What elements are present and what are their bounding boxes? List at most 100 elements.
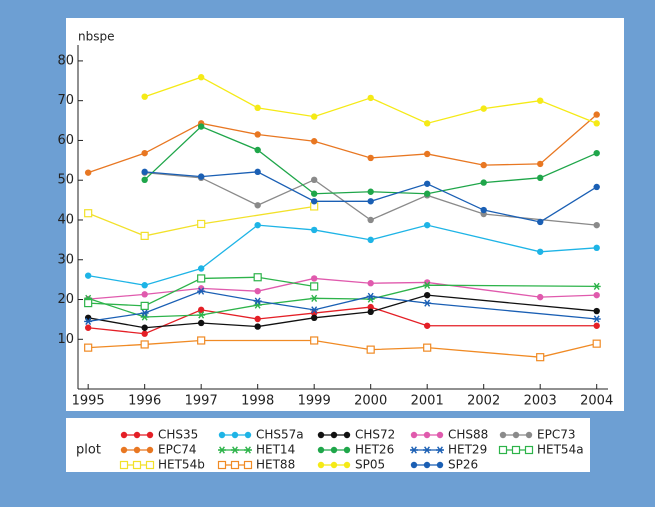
y-tick-label: 60 (57, 133, 74, 148)
legend-marker (423, 461, 431, 469)
y-tick-label: 10 (57, 332, 74, 347)
dot-marker (310, 190, 318, 197)
dot-marker (423, 322, 431, 329)
y-tick-label: 40 (57, 212, 74, 227)
legend-marker (343, 461, 351, 469)
dot-marker (593, 111, 600, 118)
y-tick-label: 80 (57, 53, 74, 68)
dot-marker (593, 244, 600, 252)
dot-marker (310, 176, 318, 184)
star-marker (592, 282, 601, 291)
square-marker (84, 343, 93, 352)
star-marker (253, 297, 262, 305)
star-marker (140, 309, 149, 317)
series-line (87, 114, 598, 174)
dot-marker (197, 123, 205, 130)
legend-label: HET54b (158, 458, 205, 472)
dot-marker (536, 218, 544, 226)
legend-marker (410, 431, 418, 439)
legend-label: HET26 (355, 443, 394, 457)
dot-marker (141, 93, 148, 100)
x-tick-label: 2002 (467, 394, 500, 409)
dot-marker (593, 307, 600, 315)
dot-marker (310, 113, 318, 120)
dot-marker (254, 315, 261, 323)
legend-marker (436, 446, 444, 454)
star-marker (423, 299, 432, 307)
y-tick-label: 20 (57, 292, 74, 307)
legend-marker (231, 431, 239, 439)
dot-marker (254, 104, 261, 112)
star-marker (366, 292, 375, 300)
legend-marker (343, 431, 351, 439)
dot-marker (254, 202, 261, 209)
dot-marker (367, 236, 374, 244)
legend-marker (343, 446, 351, 454)
dot-marker (593, 149, 600, 157)
dot-marker (367, 308, 374, 316)
star-marker (423, 281, 432, 289)
x-tick-label: 2001 (411, 394, 444, 409)
dot-marker (310, 226, 318, 234)
dot-marker (367, 303, 374, 311)
dot-marker (197, 173, 205, 180)
square-marker (366, 345, 375, 354)
dot-marker (367, 216, 374, 224)
series-line (87, 205, 315, 237)
legend-marker (410, 461, 418, 469)
legend-marker (120, 446, 128, 454)
dot-marker (141, 324, 148, 331)
dot-marker (197, 74, 205, 81)
dot-marker (84, 272, 92, 279)
legend-title: plot (76, 443, 101, 458)
legend-marker (499, 431, 507, 439)
dot-marker (141, 149, 148, 157)
legend-label: SP05 (355, 458, 385, 472)
legend-marker (230, 460, 240, 470)
star-marker (310, 306, 319, 314)
legend-marker (436, 461, 444, 469)
star-marker (197, 287, 206, 295)
square-marker (197, 336, 206, 345)
y-tick-label: 50 (57, 173, 74, 188)
legend-label: HET88 (256, 458, 295, 472)
legend-marker (511, 445, 521, 455)
dot-marker (423, 120, 431, 127)
legend-marker (317, 461, 325, 469)
square-marker (140, 340, 149, 349)
dot-marker (197, 319, 205, 327)
legend-marker (244, 431, 252, 439)
dot-marker (536, 293, 544, 301)
star-marker (592, 315, 601, 323)
dot-marker (480, 179, 487, 186)
legend-label: EPC74 (158, 443, 196, 457)
legend-marker (217, 460, 227, 470)
plot-panel (66, 18, 624, 411)
square-marker (140, 301, 149, 310)
legend-marker (119, 460, 129, 470)
y-tick-label: 70 (57, 93, 74, 108)
dot-marker (310, 138, 318, 145)
series-line (88, 339, 597, 358)
square-marker (592, 339, 601, 348)
legend-marker (133, 446, 141, 454)
square-marker (253, 273, 262, 282)
square-marker (310, 282, 319, 291)
dot-marker (310, 275, 318, 282)
legend-label: CHS57a (256, 428, 304, 442)
dot-marker (593, 291, 600, 299)
legend-marker (512, 431, 520, 439)
legend-marker (423, 446, 431, 454)
series-line (88, 306, 597, 335)
series-line (87, 284, 597, 318)
legend-marker (218, 446, 226, 454)
dot-marker (480, 105, 487, 112)
square-marker (140, 231, 149, 240)
dot-marker (254, 146, 261, 154)
dot-marker (536, 160, 544, 168)
square-marker (536, 353, 545, 362)
dot-marker (593, 183, 600, 191)
series-line (88, 290, 597, 323)
dot-marker (367, 198, 374, 205)
